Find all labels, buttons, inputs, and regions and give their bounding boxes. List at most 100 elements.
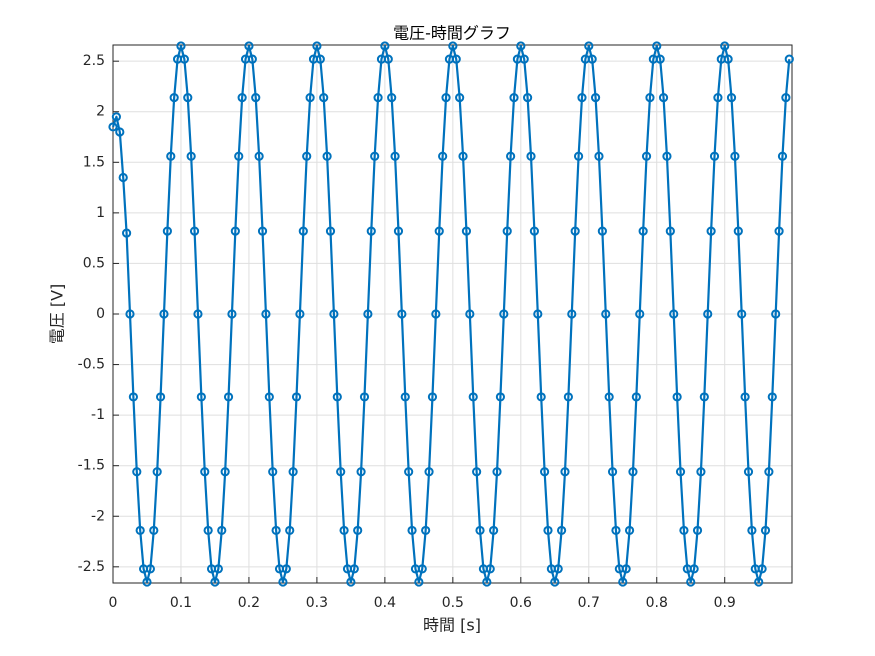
chart-title: 電圧-時間グラフ <box>393 24 511 43</box>
marker <box>774 226 784 236</box>
y-tick-label: -2.5 <box>78 559 105 575</box>
marker <box>111 112 121 122</box>
marker <box>315 54 325 64</box>
marker <box>492 467 502 477</box>
marker <box>556 525 567 536</box>
marker <box>312 41 322 51</box>
marker <box>723 54 733 64</box>
marker <box>502 226 512 236</box>
marker <box>145 564 155 574</box>
marker <box>526 151 536 161</box>
marker <box>645 92 655 103</box>
marker <box>597 226 607 236</box>
x-tick-label: 0.6 <box>510 595 532 611</box>
marker <box>217 525 227 536</box>
y-tick-label: -1 <box>91 407 105 423</box>
marker <box>121 228 132 238</box>
marker <box>152 467 162 477</box>
marker <box>244 41 254 51</box>
marker <box>696 467 706 477</box>
marker <box>149 525 159 536</box>
marker <box>227 309 237 319</box>
marker <box>631 392 641 402</box>
marker <box>747 525 757 536</box>
marker <box>706 226 716 236</box>
marker <box>468 392 478 402</box>
marker <box>213 564 223 574</box>
marker <box>699 392 709 402</box>
marker <box>366 226 376 236</box>
marker <box>271 525 281 536</box>
marker <box>611 525 621 536</box>
x-tick-label: 0.2 <box>238 595 260 611</box>
y-tick-label: -1.5 <box>78 458 105 474</box>
marker <box>176 41 186 51</box>
marker <box>230 226 240 236</box>
marker <box>590 92 601 103</box>
marker <box>618 577 628 587</box>
marker <box>132 467 142 477</box>
marker <box>703 309 713 319</box>
marker <box>448 41 458 51</box>
marker <box>536 392 546 402</box>
marker <box>495 392 506 402</box>
y-tick-label: 2.5 <box>83 53 105 69</box>
x-tick-label: 0.8 <box>646 595 668 611</box>
marker <box>234 151 244 161</box>
marker <box>339 525 349 536</box>
marker <box>767 392 777 402</box>
marker <box>257 226 268 236</box>
marker <box>393 226 404 236</box>
marker <box>458 151 468 161</box>
marker <box>108 122 118 132</box>
marker <box>689 564 699 574</box>
marker <box>387 92 397 103</box>
marker <box>743 467 754 477</box>
y-tick-label: 0.5 <box>83 255 105 271</box>
y-tick-label: 1 <box>96 205 105 221</box>
marker <box>288 467 298 477</box>
marker <box>713 92 723 103</box>
marker <box>658 92 669 103</box>
y-tick-label: 0 <box>96 306 105 322</box>
marker <box>757 564 767 574</box>
x-tick-label: 0.1 <box>170 595 192 611</box>
marker <box>665 226 675 236</box>
marker <box>166 151 176 161</box>
marker <box>438 151 448 161</box>
x-tick-label: 0.3 <box>306 595 328 611</box>
marker <box>641 151 652 161</box>
marker <box>577 92 587 103</box>
marker <box>397 309 407 319</box>
marker <box>363 309 373 319</box>
marker <box>210 577 220 587</box>
marker <box>740 392 750 402</box>
y-tick-label: 2 <box>96 104 105 120</box>
marker <box>529 226 540 236</box>
marker <box>380 41 390 51</box>
marker <box>784 54 794 64</box>
marker <box>356 467 366 477</box>
marker <box>268 467 278 477</box>
y-tick-label: -2 <box>91 508 105 524</box>
marker <box>482 577 492 587</box>
marker <box>553 564 563 574</box>
x-tick-label: 0.9 <box>714 595 736 611</box>
marker <box>186 151 196 161</box>
marker <box>251 92 261 103</box>
marker <box>179 54 189 64</box>
marker <box>291 392 302 402</box>
marker <box>570 226 580 236</box>
marker <box>499 309 509 319</box>
marker <box>404 467 414 477</box>
marker <box>672 392 682 402</box>
marker <box>421 525 431 536</box>
marker <box>692 525 703 536</box>
x-tick-label: 0.5 <box>442 595 464 611</box>
marker <box>543 525 553 536</box>
marker <box>285 525 295 536</box>
marker <box>730 151 740 161</box>
marker <box>329 309 339 319</box>
marker <box>223 392 234 402</box>
marker <box>472 467 482 477</box>
